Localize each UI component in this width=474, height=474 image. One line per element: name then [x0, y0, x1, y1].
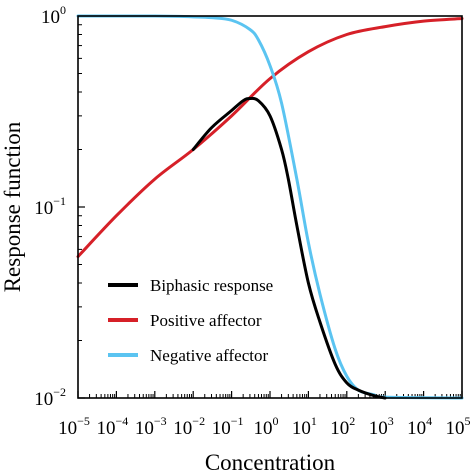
- series-lines: [76, 14, 464, 400]
- y-tick-exponent: 0: [60, 3, 66, 17]
- y-tick-base: 10: [34, 198, 53, 219]
- series-line-positive-affector: [76, 17, 464, 259]
- x-tick-base: 10: [212, 418, 231, 439]
- x-tick-base: 10: [135, 418, 154, 439]
- legend: Biphasic response Positive affector Negati…: [108, 276, 273, 365]
- x-tick-exponent: −4: [116, 414, 129, 428]
- x-tick-base: 10: [330, 418, 349, 439]
- x-tick-exponent: 5: [465, 414, 471, 428]
- x-tick-exponent: 2: [349, 414, 355, 428]
- x-tick-label: 101: [292, 414, 317, 439]
- x-tick-label: 104: [407, 414, 432, 439]
- legend-label-positive-affector: Positive affector: [150, 311, 262, 330]
- x-tick-label: 10−4: [97, 414, 129, 439]
- y-tick-base: 10: [41, 7, 60, 28]
- x-tick-base: 10: [97, 418, 116, 439]
- y-axis-label: Response function: [0, 121, 25, 292]
- series-line-biphasic-response: [191, 96, 387, 400]
- x-tick-exponent: 3: [388, 414, 394, 428]
- x-tick-base: 10: [446, 418, 465, 439]
- y-tick-exponent: −2: [53, 385, 66, 399]
- axis-ticks: [77, 15, 463, 399]
- plot-frame: [77, 15, 463, 399]
- y-tick-label: 10−1: [34, 194, 66, 219]
- y-tick-base: 10: [34, 389, 53, 410]
- x-tick-exponent: −2: [192, 414, 205, 428]
- x-tick-label: 100: [254, 414, 279, 439]
- x-tick-exponent: 1: [311, 414, 317, 428]
- x-tick-label: 10−2: [173, 414, 205, 439]
- x-tick-base: 10: [173, 418, 192, 439]
- x-tick-exponent: 4: [426, 414, 432, 428]
- x-tick-base: 10: [369, 418, 388, 439]
- y-tick-label: 10−2: [34, 385, 66, 410]
- x-tick-base: 10: [407, 418, 426, 439]
- x-tick-exponent: −3: [154, 414, 167, 428]
- x-tick-label: 10−1: [212, 414, 244, 439]
- x-tick-label: 10−3: [135, 414, 167, 439]
- legend-label-biphasic-response: Biphasic response: [150, 276, 273, 295]
- x-tick-label: 102: [330, 414, 355, 439]
- x-axis-label: Concentration: [205, 450, 336, 474]
- y-tick-exponent: −1: [53, 194, 66, 208]
- x-tick-label: 105: [446, 414, 471, 439]
- x-tick-label: 103: [369, 414, 394, 439]
- x-tick-exponent: −1: [231, 414, 244, 428]
- y-tick-label: 100: [41, 3, 66, 28]
- legend-label-negative-affector: Negative affector: [150, 346, 268, 365]
- x-tick-base: 10: [254, 418, 273, 439]
- x-tick-exponent: −5: [77, 414, 90, 428]
- x-tick-exponent: 0: [273, 414, 279, 428]
- x-tick-label: 10−5: [58, 414, 90, 439]
- series-line-negative-affector: [76, 14, 464, 400]
- x-tick-base: 10: [292, 418, 311, 439]
- x-tick-base: 10: [58, 418, 77, 439]
- tick-labels: 10−5 10−4 10−3 10−2 10−1 100 101 102 103 104 10510…: [34, 3, 470, 439]
